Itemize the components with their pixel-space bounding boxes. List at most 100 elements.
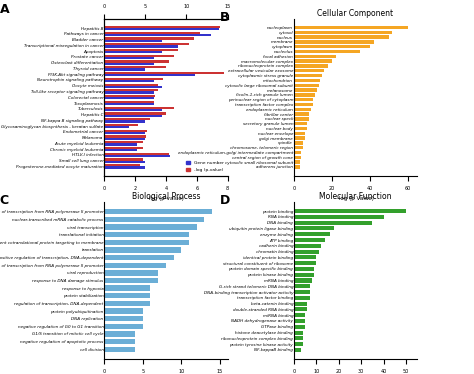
Bar (104, 95, 155, 97)
Bar (104, 164, 140, 166)
Bar (294, 146, 303, 149)
Bar (294, 249, 319, 254)
Bar (104, 72, 224, 74)
Bar (294, 284, 310, 288)
Bar (104, 61, 169, 62)
Bar (104, 124, 138, 126)
Bar (104, 209, 212, 214)
X-axis label: -log (p-value): -log (p-value) (147, 196, 184, 201)
Bar (104, 28, 219, 30)
Bar (104, 339, 135, 344)
Bar (104, 49, 178, 51)
Bar (104, 107, 173, 109)
Bar (294, 273, 314, 277)
Bar (104, 147, 143, 149)
Bar (294, 244, 321, 248)
Bar (104, 166, 146, 169)
Bar (294, 98, 313, 101)
Bar (294, 127, 307, 130)
Bar (294, 64, 328, 68)
X-axis label: -log (p Value): -log (p Value) (337, 196, 374, 201)
Bar (294, 261, 316, 265)
Title: Cellular Component: Cellular Component (318, 9, 393, 18)
Bar (104, 141, 143, 143)
Bar (104, 316, 143, 321)
Bar (294, 31, 392, 34)
Bar (104, 153, 169, 155)
Bar (104, 309, 143, 314)
Bar (104, 232, 189, 237)
Bar (294, 296, 310, 300)
Bar (104, 103, 154, 105)
Bar (104, 32, 200, 34)
Bar (104, 159, 143, 161)
Text: C: C (0, 194, 9, 207)
Bar (294, 74, 322, 77)
Bar (294, 137, 305, 140)
Bar (104, 285, 151, 291)
Bar (294, 103, 313, 106)
Bar (104, 34, 211, 36)
Bar (294, 215, 383, 219)
Bar (294, 336, 303, 340)
Bar (294, 36, 389, 39)
Bar (104, 224, 197, 230)
Text: A: A (0, 3, 9, 16)
Bar (104, 80, 154, 82)
Text: D: D (220, 194, 230, 207)
Bar (294, 301, 307, 306)
Bar (104, 45, 178, 47)
Bar (294, 108, 311, 111)
Text: B: B (220, 11, 229, 24)
Bar (294, 165, 300, 169)
Bar (104, 114, 162, 117)
Bar (104, 26, 220, 28)
Bar (294, 348, 301, 352)
Bar (294, 267, 314, 271)
Bar (294, 45, 370, 49)
Bar (104, 132, 146, 134)
Bar (294, 156, 301, 159)
Bar (104, 217, 204, 222)
Bar (104, 270, 158, 276)
Bar (104, 126, 129, 128)
Bar (104, 324, 143, 329)
Bar (294, 226, 334, 230)
Bar (294, 79, 320, 82)
Bar (104, 143, 137, 145)
Bar (104, 138, 146, 140)
Bar (104, 101, 154, 103)
Bar (104, 89, 158, 92)
Bar (294, 319, 305, 323)
Title: Molecular Function: Molecular Function (319, 192, 392, 201)
Bar (104, 109, 162, 111)
Bar (294, 209, 406, 213)
Bar (104, 149, 137, 151)
Bar (104, 51, 162, 53)
Bar (294, 40, 374, 44)
Bar (104, 331, 135, 337)
Bar (294, 331, 303, 335)
Bar (104, 74, 195, 76)
Bar (294, 151, 301, 154)
Bar (104, 43, 189, 45)
Bar (104, 130, 147, 132)
Bar (104, 112, 166, 114)
Bar (294, 50, 360, 53)
Bar (294, 141, 303, 145)
Bar (294, 69, 324, 73)
Bar (104, 240, 189, 245)
Bar (104, 83, 158, 86)
Bar (294, 122, 307, 125)
Bar (294, 88, 317, 92)
Bar (294, 232, 330, 236)
Bar (294, 313, 305, 317)
Bar (294, 342, 303, 346)
Bar (104, 86, 162, 88)
Bar (294, 221, 372, 225)
Bar (104, 155, 170, 157)
Bar (104, 347, 135, 352)
Bar (294, 160, 300, 164)
Bar (294, 83, 319, 87)
Bar (294, 255, 316, 260)
